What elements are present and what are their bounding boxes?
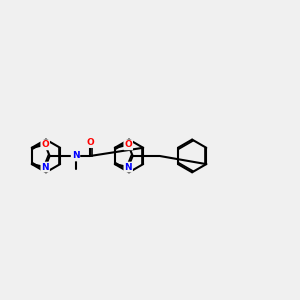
Text: O: O	[86, 138, 94, 147]
Text: O: O	[124, 140, 132, 149]
Text: N: N	[41, 163, 49, 172]
Text: O: O	[41, 140, 49, 149]
Text: N: N	[124, 163, 132, 172]
Text: N: N	[72, 152, 79, 160]
